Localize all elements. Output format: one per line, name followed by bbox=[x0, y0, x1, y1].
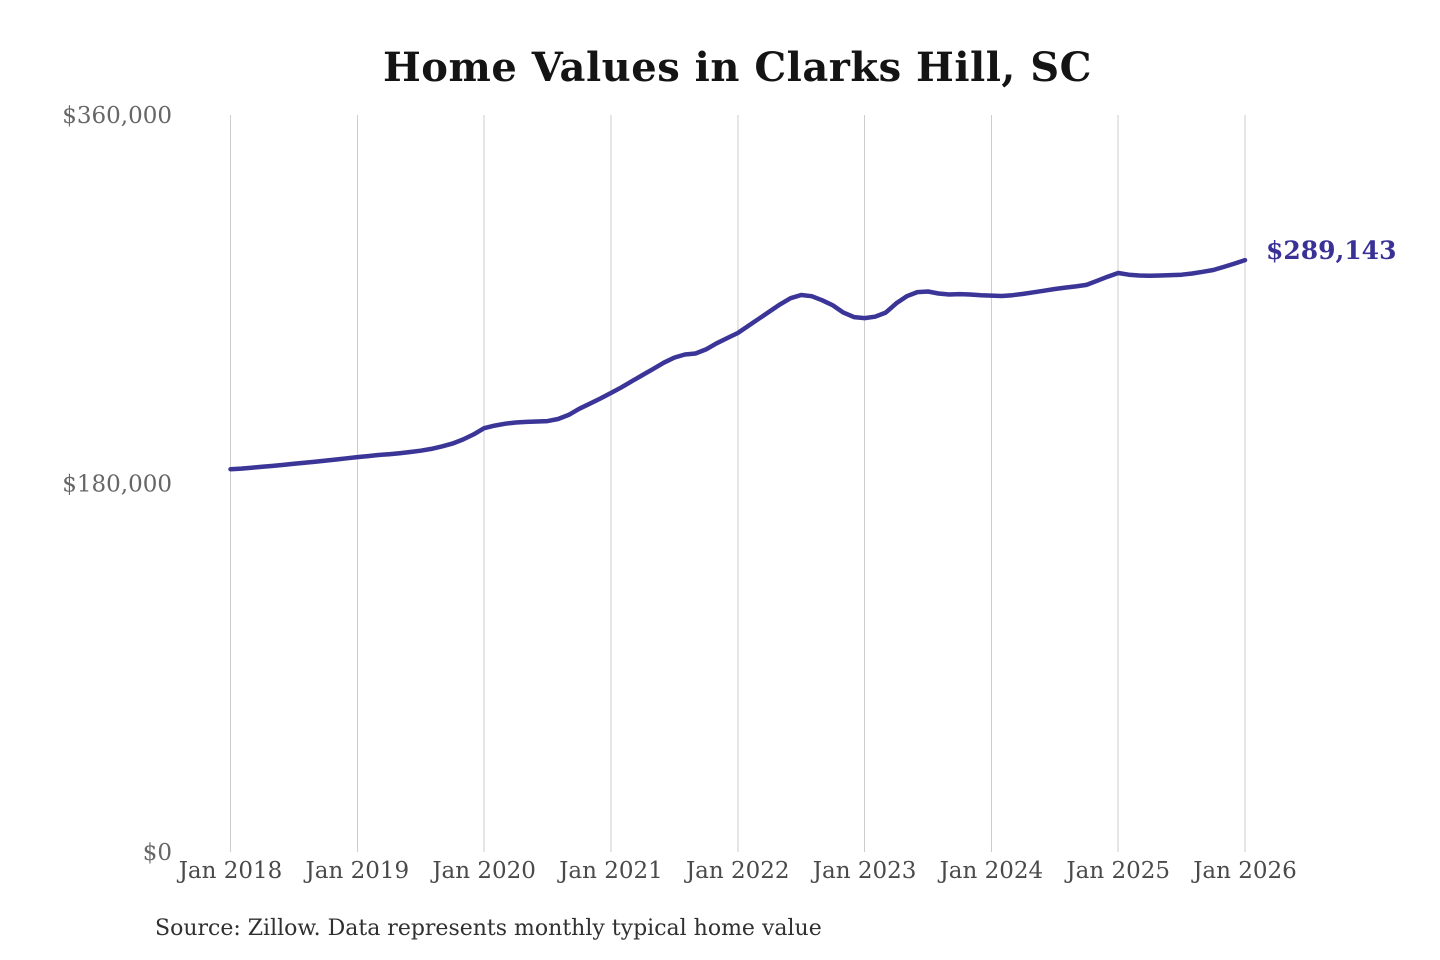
x-tick-label: Jan 2025 bbox=[1064, 858, 1170, 884]
y-tick-label: $360,000 bbox=[62, 103, 172, 129]
x-tick-label: Jan 2023 bbox=[811, 858, 917, 884]
x-tick-label: Jan 2024 bbox=[938, 858, 1044, 884]
latest-value-annotation: $289,143 bbox=[1266, 236, 1397, 265]
home-value-series-line bbox=[228, 257, 1248, 472]
y-tick-label: $180,000 bbox=[62, 472, 172, 498]
x-tick-label: Jan 2022 bbox=[684, 858, 790, 884]
x-tick-label: Jan 2021 bbox=[557, 858, 663, 884]
x-tick-label: Jan 2020 bbox=[430, 858, 536, 884]
y-tick-label: $0 bbox=[143, 840, 172, 866]
x-tick-label: Jan 2019 bbox=[304, 858, 410, 884]
source-note: Source: Zillow. Data represents monthly … bbox=[155, 916, 822, 941]
chart-title: Home Values in Clarks Hill, SC bbox=[383, 44, 1092, 91]
x-tick-label: Jan 2026 bbox=[1191, 858, 1297, 884]
x-tick-label: Jan 2018 bbox=[177, 858, 283, 884]
